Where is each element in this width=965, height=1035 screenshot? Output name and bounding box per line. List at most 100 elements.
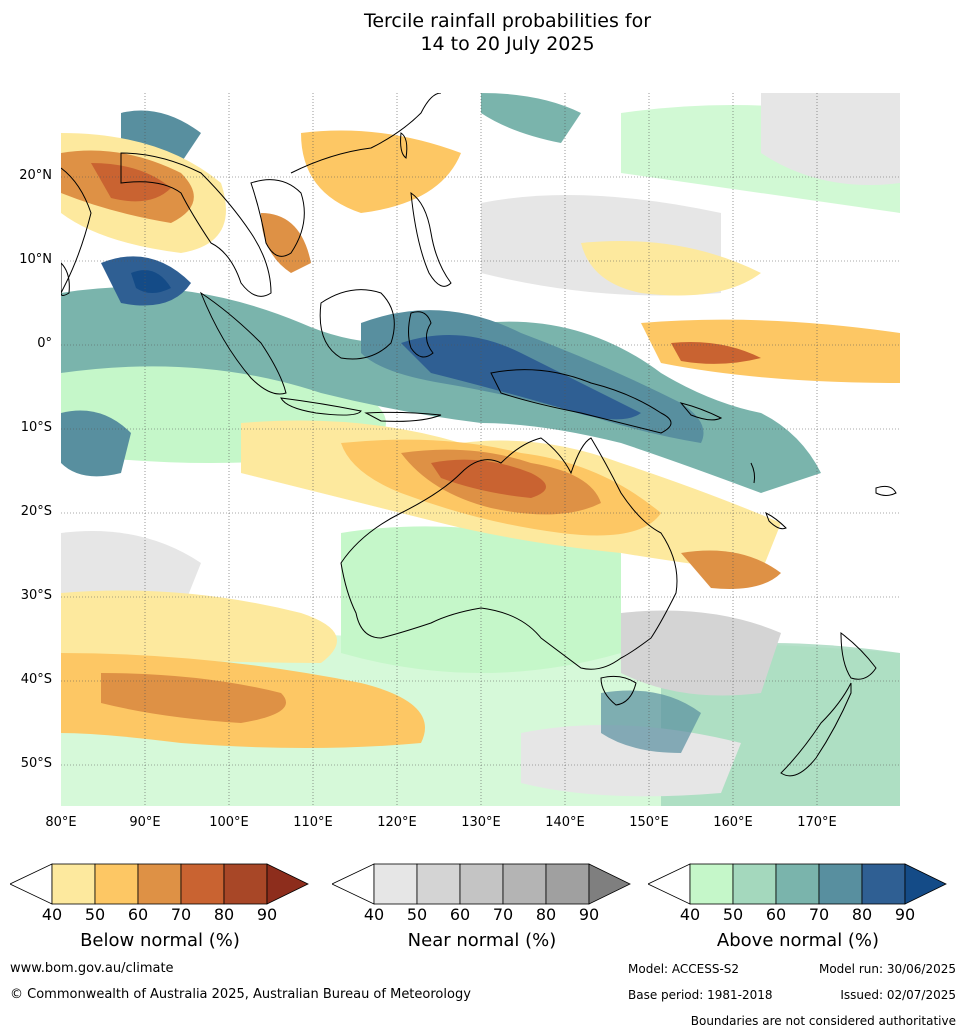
lon-label-150e: 150°E — [629, 815, 669, 830]
lon-label-160e: 160°E — [713, 815, 753, 830]
fiji-coast — [875, 485, 897, 496]
probability-field — [61, 93, 900, 806]
colorbar-above-segment-0 — [648, 863, 691, 905]
colorbar-above-segment-1 — [689, 863, 734, 905]
colorbar-above-normal — [648, 863, 948, 905]
colorbar-below-segment-4 — [180, 863, 225, 905]
colorbar-above-graphic — [648, 863, 947, 905]
colorbar-below-normal — [10, 863, 310, 905]
title-line-1: Tercile rainfall probabilities for — [363, 10, 652, 32]
colorbar-near-label: Near normal (%) — [407, 930, 557, 951]
taiwan-coast — [400, 132, 408, 159]
lesser-sunda-coast — [364, 411, 442, 422]
colorbar-near-ticks: 40 50 60 70 80 90 — [332, 905, 632, 925]
colorbar-below-segment-2 — [94, 863, 139, 905]
base-period: Base period: 1981-2018 — [628, 988, 773, 1002]
colorbar-near-segment-4 — [502, 863, 547, 905]
lat-label-20s: 20°S — [20, 504, 52, 519]
china-coast — [290, 93, 442, 174]
new-zealand-coast — [780, 631, 877, 777]
borneo-coast — [319, 289, 395, 360]
colorbar-above-segment-2 — [732, 863, 777, 905]
solomon-islands-coast — [679, 402, 723, 421]
tasmania-coast — [600, 675, 637, 706]
colorbar-near-segment-1 — [373, 863, 418, 905]
lat-label-30s: 30°S — [20, 588, 52, 603]
boundaries-disclaimer: Boundaries are not considered authoritat… — [690, 1014, 956, 1028]
colorbar-below-segment-6 — [266, 863, 309, 905]
java-coast — [280, 397, 362, 416]
colorbar-near-graphic — [332, 863, 631, 905]
lon-label-110e: 110°E — [293, 815, 333, 830]
colorbar-above-label: Above normal (%) — [716, 930, 880, 951]
copyright-text: © Commonwealth of Australia 2025, Austra… — [10, 987, 471, 1002]
lat-label-10s: 10°S — [20, 420, 52, 435]
se-asia-coast — [120, 152, 272, 297]
colorbar-near-normal — [332, 863, 632, 905]
tick-below-60: 60 — [127, 905, 149, 924]
lon-label-80e: 80°E — [45, 815, 77, 830]
india-coast — [61, 167, 92, 294]
lon-label-130e: 130°E — [461, 815, 501, 830]
tick-below-80: 80 — [213, 905, 235, 924]
colorbar-above-ticks: 40 50 60 70 80 90 — [648, 905, 948, 925]
colorbar-below-segment-0 — [10, 863, 53, 905]
new-caledonia-coast — [765, 511, 787, 530]
tick-above-80: 80 — [851, 905, 873, 924]
lon-label-90e: 90°E — [129, 815, 161, 830]
tick-near-90: 90 — [578, 905, 600, 924]
colorbar-below-label: Below normal (%) — [80, 930, 240, 951]
sulawesi-coast — [408, 311, 434, 358]
lon-label-140e: 140°E — [545, 815, 585, 830]
lon-label-170e: 170°E — [797, 815, 837, 830]
graticule — [61, 93, 900, 806]
sumatra-coast — [199, 291, 287, 395]
tick-near-80: 80 — [535, 905, 557, 924]
lat-label-40s: 40°S — [20, 672, 52, 687]
lon-label-100e: 100°E — [209, 815, 249, 830]
colorbar-above-segment-6 — [904, 863, 947, 905]
indochina-coast — [250, 179, 305, 257]
philippines-coast — [410, 191, 452, 287]
website-link[interactable]: www.bom.gov.au/climate — [10, 961, 174, 976]
tick-below-70: 70 — [170, 905, 192, 924]
lat-label-0: 0° — [37, 336, 52, 351]
tick-above-60: 60 — [765, 905, 787, 924]
colorbar-above-segment-5 — [861, 863, 906, 905]
tick-near-60: 60 — [449, 905, 471, 924]
tick-below-90: 90 — [256, 905, 278, 924]
tick-below-50: 50 — [84, 905, 106, 924]
tick-above-70: 70 — [808, 905, 830, 924]
title-line-2: 14 to 20 July 2025 — [420, 33, 595, 55]
map-title: Tercile rainfall probabilities for 14 to… — [0, 10, 965, 56]
tick-above-90: 90 — [894, 905, 916, 924]
lat-label-20n: 20°N — [19, 168, 52, 183]
tick-near-70: 70 — [492, 905, 514, 924]
colorbar-near-segment-5 — [545, 863, 590, 905]
new-guinea-coast — [490, 369, 672, 434]
tick-below-40: 40 — [41, 905, 63, 924]
australia-coast — [340, 437, 678, 670]
colorbar-below-segment-3 — [137, 863, 182, 905]
colorbar-below-segment-1 — [51, 863, 96, 905]
colorbar-near-segment-3 — [459, 863, 504, 905]
colorbar-above-segment-4 — [818, 863, 863, 905]
model-name: Model: ACCESS-S2 — [628, 962, 740, 976]
vanuatu-coast — [750, 462, 756, 484]
sri-lanka-coast — [61, 262, 70, 296]
colorbar-near-segment-2 — [416, 863, 461, 905]
coastlines — [61, 93, 897, 777]
colorbar-near-segment-0 — [332, 863, 375, 905]
colorbar-near-segment-6 — [588, 863, 631, 905]
lon-label-120e: 120°E — [377, 815, 417, 830]
tick-above-50: 50 — [722, 905, 744, 924]
tick-above-40: 40 — [679, 905, 701, 924]
lat-label-50s: 50°S — [20, 756, 52, 771]
colorbar-above-segment-3 — [775, 863, 820, 905]
map-canvas — [61, 93, 900, 806]
model-run: Model run: 30/06/2025 — [818, 962, 956, 976]
lat-label-10n: 10°N — [19, 252, 52, 267]
tick-near-40: 40 — [363, 905, 385, 924]
colorbar-below-segment-5 — [223, 863, 268, 905]
colorbar-below-graphic — [10, 863, 309, 905]
